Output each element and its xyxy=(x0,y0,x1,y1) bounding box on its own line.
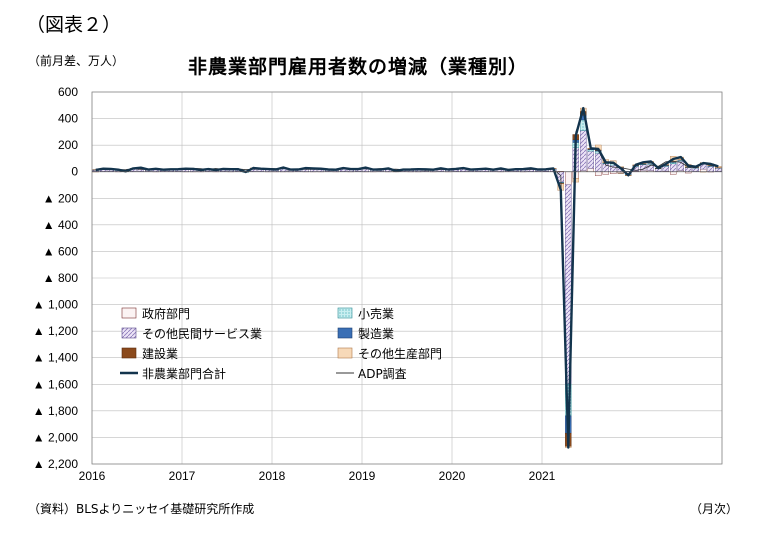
legend-label-manufacturing: 製造業 xyxy=(358,327,394,341)
bar-government xyxy=(587,168,594,172)
y-axis-ticks: 600 400 200 0 ▲ 200 ▲ 400 ▲ 600 ▲ 800 ▲ 1,000 ▲ 1… xyxy=(33,85,79,471)
y-tick-label: ▲ 200 xyxy=(43,191,79,205)
y-tick-label: 600 xyxy=(58,85,78,99)
legend-swatch-retail xyxy=(337,307,353,319)
x-axis-ticks: 2016 2017 2018 2019 2020 2021 xyxy=(79,469,556,483)
legend-swatch-services xyxy=(121,327,137,339)
bar-services xyxy=(670,163,677,172)
y-tick-label: ▲ 1,600 xyxy=(33,377,79,391)
y-tick-label: ▲ 2,000 xyxy=(33,430,79,444)
y-tick-label: ▲ 800 xyxy=(43,271,79,285)
bar-services xyxy=(685,167,692,172)
y-tick-label: ▲ 600 xyxy=(43,244,79,258)
x-tick-label: 2019 xyxy=(349,469,376,483)
y-tick-label: ▲ 1,800 xyxy=(33,404,79,418)
legend-label-construction: 建設業 xyxy=(142,346,178,361)
y-tick-label: 400 xyxy=(58,112,78,126)
y-tick-label: ▲ 1,200 xyxy=(33,324,79,338)
adp-line xyxy=(95,110,719,438)
legend-swatch-government xyxy=(121,307,137,319)
y-tick-label: 200 xyxy=(58,138,78,152)
chart-gridlines xyxy=(91,91,723,465)
legend-label-nfp_total: 非農業部門合計 xyxy=(142,366,226,381)
figure-label: （図表２） xyxy=(26,14,122,36)
y-tick-label: ▲ 1,400 xyxy=(33,351,79,365)
chart-lines xyxy=(95,106,719,449)
bar-government xyxy=(595,171,602,176)
bar-services xyxy=(595,152,602,172)
legend-label-government: 政府部門 xyxy=(142,306,190,321)
x-tick-label: 2021 xyxy=(529,469,556,483)
bar-services xyxy=(707,166,714,172)
bar-services xyxy=(580,130,587,171)
chart-title: 非農業部門雇用者数の増減（業種別） xyxy=(188,56,529,78)
y-tick-label: 0 xyxy=(71,165,78,179)
y-axis-unit-label: （前月差、万人） xyxy=(28,54,125,68)
bar-services xyxy=(280,168,287,172)
chart-axes xyxy=(91,91,723,465)
y-tick-label: ▲ 2,200 xyxy=(33,457,79,471)
nfp-total-line xyxy=(95,106,719,449)
y-tick-label: ▲ 400 xyxy=(43,218,79,232)
legend-label-other_production: その他生産部門 xyxy=(358,346,442,361)
x-tick-label: 2017 xyxy=(169,469,196,483)
legend-swatch-manufacturing xyxy=(337,327,353,339)
x-tick-label: 2018 xyxy=(259,469,286,483)
legend-label-services: その他民間サービス業 xyxy=(142,327,262,341)
bar-government xyxy=(565,171,572,185)
bar-services xyxy=(662,166,669,172)
plot-frame xyxy=(91,91,723,465)
bar-services xyxy=(610,164,617,172)
bar-services xyxy=(715,167,722,172)
x-tick-label: 2016 xyxy=(79,469,106,483)
y-tick-label: ▲ 1,000 xyxy=(33,298,79,312)
bar-services xyxy=(587,150,594,169)
frequency-note: （月次） xyxy=(690,502,739,516)
legend-swatch-other_production xyxy=(337,347,353,359)
legend-swatch-construction xyxy=(121,347,137,359)
legend-label-retail: 小売業 xyxy=(358,306,394,321)
bar-services xyxy=(692,167,699,172)
legend-label-adp: ADP調査 xyxy=(358,367,407,381)
source-note: （資料）BLSよりニッセイ基礎研究所作成 xyxy=(28,502,255,516)
x-tick-label: 2020 xyxy=(439,469,466,483)
